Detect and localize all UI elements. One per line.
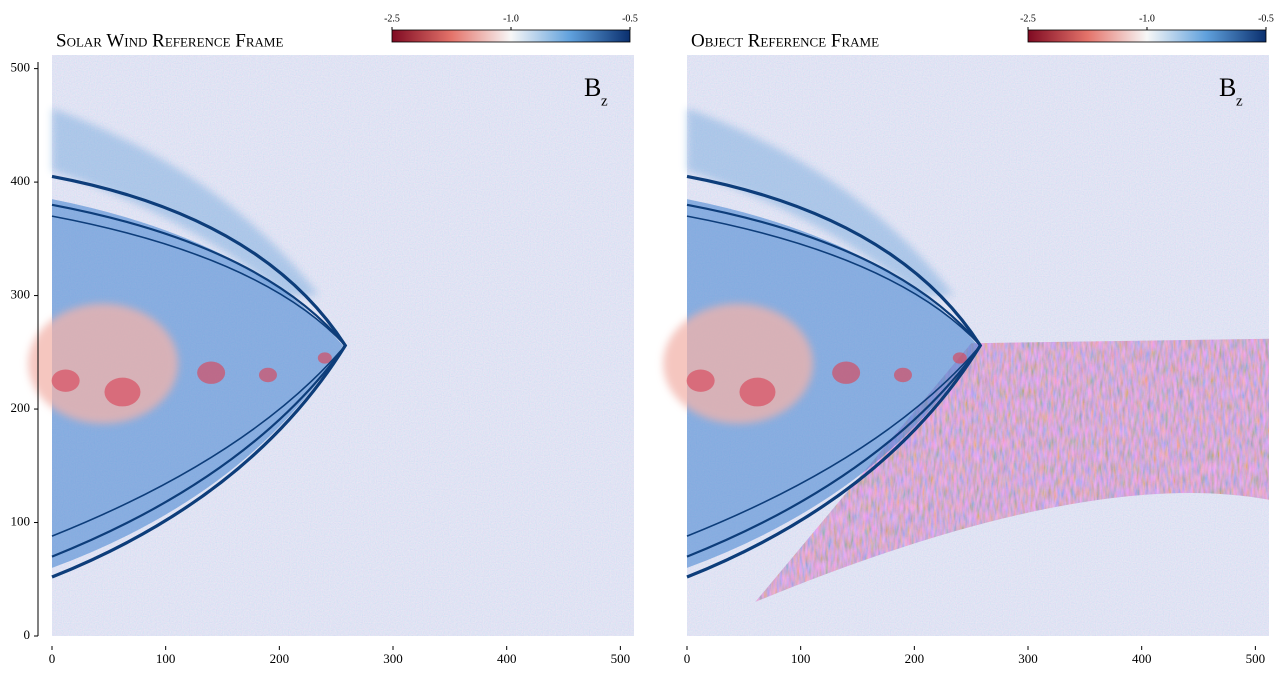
colorbar-tick-label: -0.5: [622, 13, 638, 24]
x-tick-label: 0: [684, 651, 691, 666]
bow-shock: [51, 215, 347, 537]
y-tick-label: 400: [11, 173, 31, 188]
bow-shock: [686, 215, 982, 537]
colorbar-tick-label: -2.5: [1020, 13, 1036, 24]
upstream-haze: [52, 108, 320, 296]
interior-blob: [197, 361, 226, 384]
shock-interior: [687, 199, 978, 568]
annotation: B: [584, 73, 601, 102]
interior-blob: [51, 369, 80, 392]
y-tick-label: 500: [11, 60, 31, 75]
panel-title: Solar Wind Reference Frame: [56, 30, 283, 51]
x-tick-label: 200: [270, 651, 290, 666]
y-tick-label: 300: [11, 287, 31, 302]
x-tick-label: 400: [1132, 651, 1152, 666]
interior-blob: [739, 377, 776, 407]
interior-blob: [317, 352, 332, 364]
x-tick-label: 500: [1246, 651, 1266, 666]
x-tick-label: 300: [383, 651, 403, 666]
colorbar: [1027, 29, 1267, 43]
interior-blob: [104, 377, 141, 407]
heatmap-panel: [663, 55, 1269, 636]
interior-blob: [893, 367, 912, 383]
colorbar-tick-label: -2.5: [384, 13, 400, 24]
x-tick-label: 100: [156, 651, 176, 666]
x-tick-label: 500: [611, 651, 631, 666]
interior-blob: [258, 367, 277, 383]
colorbar: [391, 29, 631, 43]
heatmap-panel: [28, 55, 634, 636]
panel-title: Object Reference Frame: [691, 30, 879, 51]
x-tick-label: 100: [791, 651, 811, 666]
colorbar-tick-label: -0.5: [1258, 13, 1274, 24]
y-tick-label: 200: [11, 400, 31, 415]
annotation: B: [1219, 73, 1236, 102]
colorbar-tick-label: -1.0: [1139, 13, 1155, 24]
annotation-subscript: z: [601, 93, 608, 109]
interior-core: [663, 303, 814, 424]
upstream-haze: [687, 108, 955, 296]
x-tick-label: 200: [905, 651, 925, 666]
interior-blob: [832, 361, 861, 384]
interior-blob: [686, 369, 715, 392]
x-tick-label: 0: [49, 651, 56, 666]
x-tick-label: 300: [1018, 651, 1038, 666]
x-tick-label: 400: [497, 651, 517, 666]
shock-interior: [52, 199, 343, 568]
annotation-subscript: z: [1236, 93, 1243, 109]
colorbar-tick-label: -1.0: [503, 13, 519, 24]
interior-blob: [952, 352, 967, 364]
y-tick-label: 100: [11, 514, 31, 529]
interior-core: [28, 303, 179, 424]
y-tick-label: 0: [24, 627, 31, 642]
